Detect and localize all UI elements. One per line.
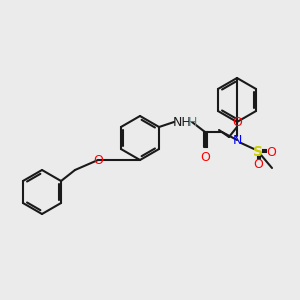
Text: N: N [232, 134, 242, 146]
Text: O: O [93, 154, 103, 166]
Text: H: H [188, 116, 197, 128]
Text: O: O [232, 116, 242, 128]
Text: O: O [253, 158, 263, 170]
Text: NH: NH [172, 116, 191, 128]
Text: O: O [266, 146, 276, 158]
Text: O: O [200, 151, 210, 164]
Text: S: S [253, 145, 263, 159]
